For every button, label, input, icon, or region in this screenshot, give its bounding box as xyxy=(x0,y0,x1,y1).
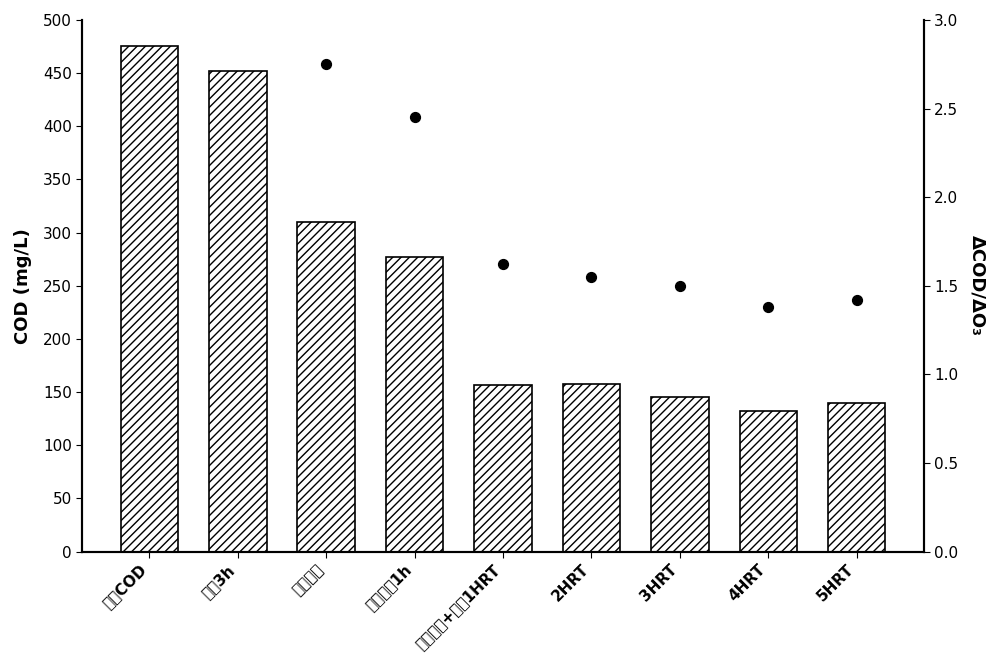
Bar xyxy=(386,257,443,551)
Point xyxy=(583,272,599,282)
Point xyxy=(760,302,776,312)
Y-axis label: ΔCOD/ΔO₃: ΔCOD/ΔO₃ xyxy=(968,235,986,336)
Y-axis label: COD (mg/L): COD (mg/L) xyxy=(14,228,32,344)
Point xyxy=(495,259,511,270)
Point xyxy=(318,59,334,69)
Bar xyxy=(209,71,267,551)
Bar xyxy=(121,47,178,551)
Bar xyxy=(828,403,885,551)
Bar xyxy=(740,411,797,551)
Point xyxy=(672,280,688,291)
Bar xyxy=(297,222,355,551)
Point xyxy=(407,112,423,123)
Point xyxy=(849,294,865,305)
Bar xyxy=(474,385,532,551)
Bar xyxy=(651,398,709,551)
Bar xyxy=(563,384,620,551)
